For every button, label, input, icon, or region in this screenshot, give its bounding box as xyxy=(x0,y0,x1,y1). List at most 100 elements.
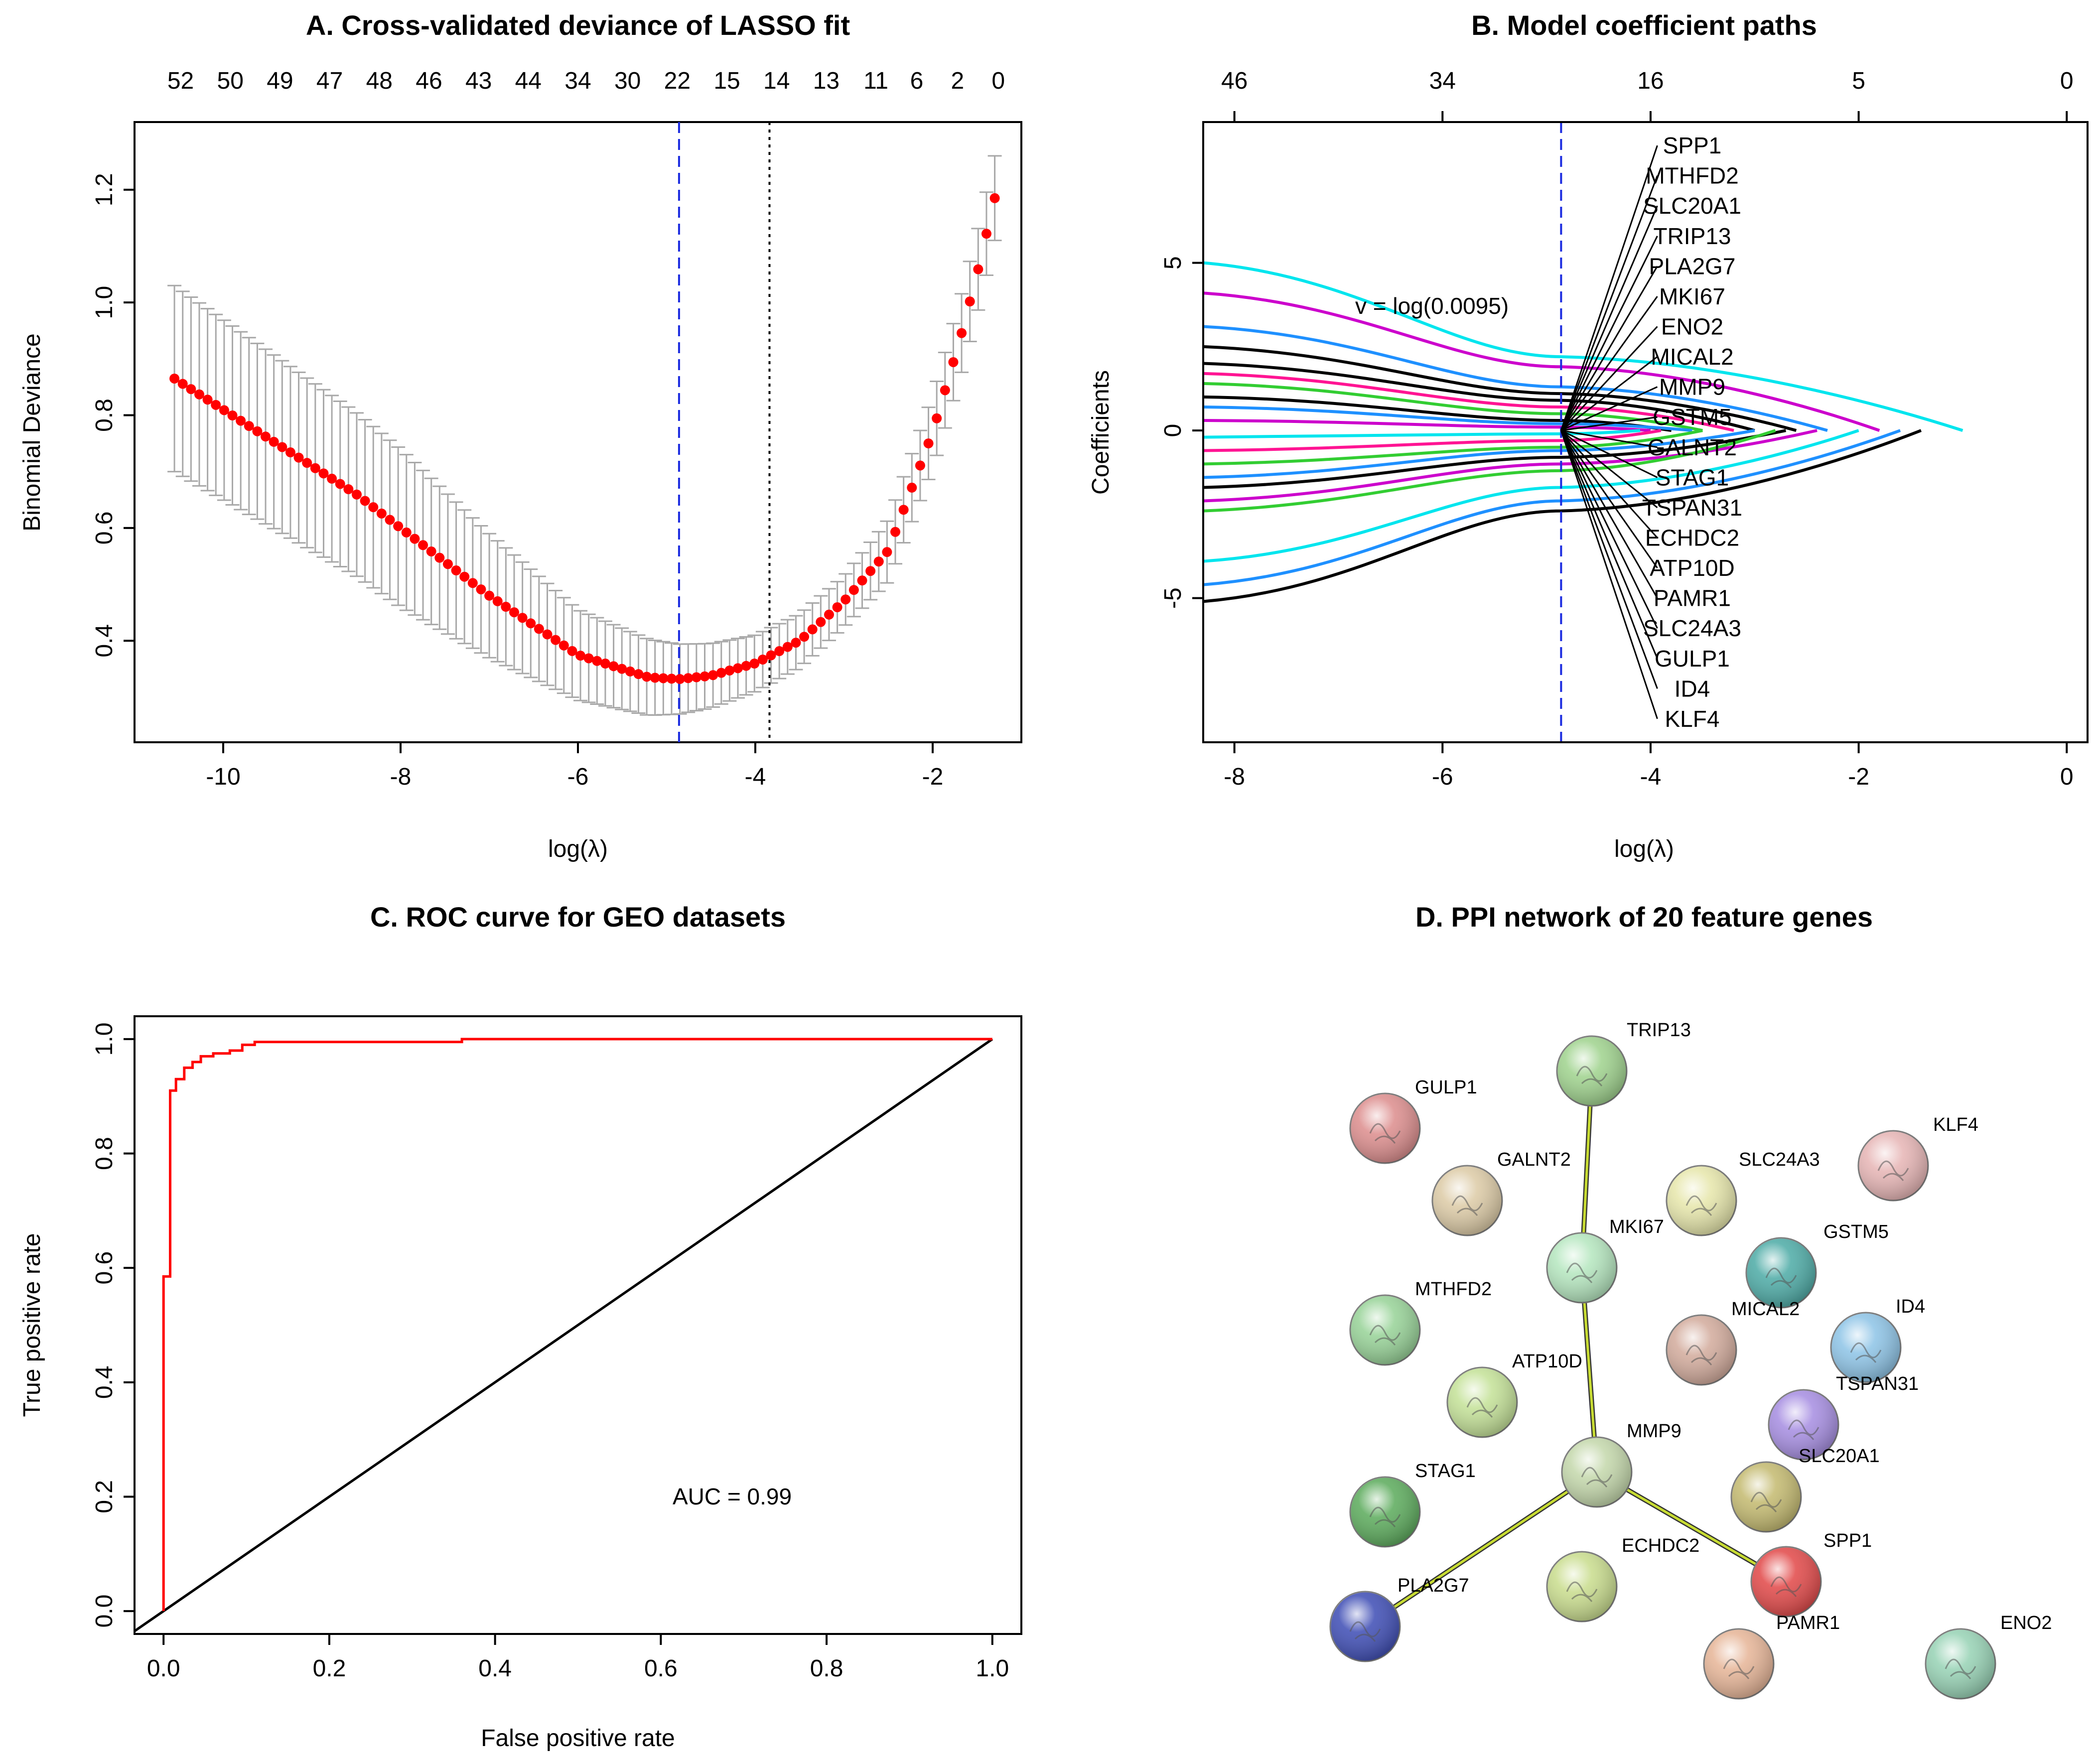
gene-label-leader xyxy=(1560,429,1658,509)
ppi-node-shading xyxy=(1667,1315,1736,1385)
deviance-point xyxy=(617,664,627,674)
deviance-point xyxy=(766,650,776,661)
top-axis-label: 11 xyxy=(863,68,888,94)
ppi-node[interactable]: SPP1 xyxy=(1750,1530,1872,1618)
ppi-node[interactable]: MTHFD2 xyxy=(1349,1279,1492,1366)
panel-c-roc-chart: C. ROC curve for GEO datasets 0.0 0.2 0.4 0… xyxy=(19,901,1022,1752)
deviance-point xyxy=(932,413,942,423)
gene-label: KLF4 xyxy=(1665,706,1719,732)
ppi-node[interactable]: ECHDC2 xyxy=(1546,1535,1699,1623)
ppi-node-label: ATP10D xyxy=(1512,1351,1582,1372)
protein-structure-icon xyxy=(1945,1658,1976,1679)
ppi-node-label: ID4 xyxy=(1896,1296,1925,1317)
deviance-point xyxy=(600,659,610,669)
gene-label: SPP1 xyxy=(1663,133,1722,158)
deviance-point xyxy=(476,584,486,595)
coefficient-path xyxy=(1203,429,1641,439)
ppi-node-shading xyxy=(1447,1367,1517,1437)
ppi-node-label: SPP1 xyxy=(1823,1530,1872,1551)
ppi-node[interactable]: ID4 xyxy=(1830,1296,1925,1383)
coefficient-path xyxy=(1203,418,1651,432)
ppi-node[interactable]: MMP9 xyxy=(1561,1421,1681,1508)
ppi-node[interactable]: ENO2 xyxy=(1925,1613,2052,1700)
ppi-node[interactable]: TSPAN31 xyxy=(1768,1373,1919,1461)
gene-label: SLC24A3 xyxy=(1643,615,1741,641)
y-tick-label: -5 xyxy=(1160,587,1186,609)
ppi-node-label: PAMR1 xyxy=(1776,1613,1840,1633)
gene-label-leader xyxy=(1560,266,1658,431)
ppi-node[interactable]: PLA2G7 xyxy=(1329,1575,1469,1662)
y-tick-label: 0.0 xyxy=(91,1595,118,1628)
deviance-point xyxy=(459,571,470,582)
deviance-point xyxy=(467,578,478,588)
coefficient-path xyxy=(1203,345,1797,432)
ppi-node[interactable]: GULP1 xyxy=(1349,1077,1477,1164)
ppi-node[interactable]: STAG1 xyxy=(1349,1461,1476,1548)
gene-label: GULP1 xyxy=(1655,646,1730,672)
ppi-node-label: GSTM5 xyxy=(1823,1221,1889,1242)
ppi-node[interactable]: SLC20A1 xyxy=(1730,1446,1880,1533)
deviance-point xyxy=(666,674,677,684)
deviance-point xyxy=(865,566,876,576)
ppi-node[interactable]: PAMR1 xyxy=(1703,1613,1840,1700)
y-tick-label: 0.6 xyxy=(91,512,118,545)
panel-a-y-axis: 0.4 0.6 0.8 1.0 1.2 xyxy=(91,173,135,658)
deviance-point xyxy=(293,452,304,463)
panel-b-top-axis: 46 34 16 5 0 xyxy=(1221,68,2074,122)
top-axis-label: 34 xyxy=(1429,68,1456,94)
deviance-point xyxy=(211,400,221,410)
ppi-node[interactable]: GSTM5 xyxy=(1745,1221,1889,1309)
deviance-point xyxy=(567,646,577,656)
deviance-point xyxy=(724,665,735,676)
ppi-node[interactable]: SLC24A3 xyxy=(1666,1149,1820,1236)
top-axis-label: 5 xyxy=(1852,68,1865,94)
y-tick-label: 0.8 xyxy=(91,399,118,432)
deviance-point xyxy=(534,624,544,634)
ppi-node[interactable]: KLF4 xyxy=(1857,1114,1978,1202)
ppi-node[interactable]: ATP10D xyxy=(1446,1351,1582,1438)
top-axis-label: 49 xyxy=(267,68,293,94)
deviance-point xyxy=(318,468,329,479)
deviance-point xyxy=(807,624,818,635)
x-tick-label: 1.0 xyxy=(976,1655,1009,1682)
gene-label-leader xyxy=(1560,326,1658,431)
ppi-node[interactable]: TRIP13 xyxy=(1556,1020,1691,1107)
ppi-node-label: ENO2 xyxy=(2000,1613,2052,1633)
deviance-point xyxy=(633,669,644,679)
gene-label: MMP9 xyxy=(1659,374,1725,400)
protein-structure-icon xyxy=(1850,1342,1882,1363)
deviance-point xyxy=(658,673,669,683)
x-tick-label: 0.0 xyxy=(147,1655,180,1682)
ppi-node[interactable]: MKI67 xyxy=(1546,1217,1664,1304)
ppi-node[interactable]: GALNT2 xyxy=(1431,1149,1571,1236)
deviance-point xyxy=(219,405,229,415)
deviance-point xyxy=(965,296,975,307)
top-axis-label: 52 xyxy=(167,68,194,94)
ppi-node-label: KLF4 xyxy=(1933,1114,1978,1135)
deviance-point xyxy=(683,673,694,683)
protein-structure-icon xyxy=(1788,1419,1820,1440)
deviance-point xyxy=(700,671,710,681)
deviance-point xyxy=(940,385,950,396)
x-tick-label: 0.2 xyxy=(313,1655,346,1682)
ppi-node-shading xyxy=(1831,1313,1901,1382)
deviance-point xyxy=(890,527,901,537)
panel-b-lambda-annotation: v = log(0.0095) xyxy=(1355,293,1509,319)
top-axis-label: 14 xyxy=(763,68,790,94)
deviance-point xyxy=(691,672,701,682)
x-tick-label: -2 xyxy=(922,764,944,790)
deviance-point xyxy=(277,442,287,452)
deviance-point xyxy=(451,565,461,576)
deviance-point xyxy=(393,521,404,532)
protein-structure-icon xyxy=(1369,1123,1401,1144)
deviance-point xyxy=(824,609,834,620)
y-tick-label: 1.0 xyxy=(91,1023,118,1056)
protein-structure-icon xyxy=(1576,1066,1608,1086)
gene-label-leader xyxy=(1560,236,1658,431)
top-axis-label: 46 xyxy=(416,68,442,94)
ppi-node[interactable]: MICAL2 xyxy=(1666,1299,1800,1386)
top-axis-label: 47 xyxy=(316,68,343,94)
deviance-point xyxy=(575,651,586,661)
x-tick-label: -8 xyxy=(1224,764,1245,790)
